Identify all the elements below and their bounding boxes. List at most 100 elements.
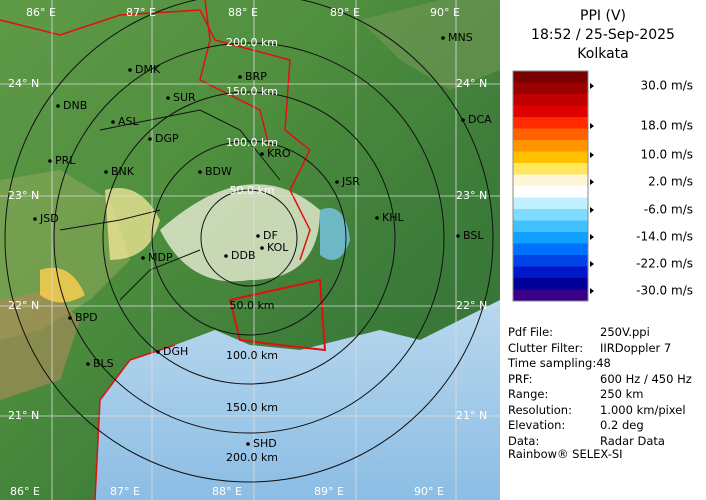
plateau (0, 290, 80, 400)
lon-label: 90° E (430, 6, 460, 19)
color-legend: 30.0 m/s 18.0 m/s 10.0 m/s 2.0 m/s -6.0 m/s -… (512, 70, 693, 302)
legend-arrow (590, 288, 594, 294)
city-label: DGP (155, 132, 179, 145)
city-dot (260, 246, 264, 250)
legend-label: 10.0 m/s (640, 148, 693, 162)
lon-label: 87° E (126, 6, 156, 19)
city-label: DMK (135, 63, 161, 76)
city-dot (128, 68, 132, 72)
city-dot (104, 170, 108, 174)
legend-label: 30.0 m/s (640, 79, 693, 93)
lat-label: 23° N (8, 189, 39, 202)
lon-label: 88° E (212, 485, 242, 498)
city-label: BSL (463, 229, 484, 242)
info-key: Elevation: (508, 418, 566, 432)
city-label: MNS (448, 31, 473, 44)
lon-label: 90° E (414, 485, 444, 498)
ring-label: 50.0 km (229, 299, 274, 312)
info-key: Clutter Filter: (508, 340, 584, 355)
city-label: DDB (231, 249, 256, 262)
city-dot (256, 234, 260, 238)
city-dot (33, 217, 37, 221)
legend-arrow (590, 83, 594, 89)
info-row: Data: Radar Data (508, 434, 692, 450)
city-dot (56, 104, 60, 108)
legend-band (513, 278, 588, 290)
legend-arrow (590, 123, 594, 129)
lon-label: 89° E (314, 485, 344, 498)
city-label: DNB (63, 99, 87, 112)
echo-east (320, 208, 350, 260)
info-row: Resolution: 1.000 km/pixel (508, 403, 692, 419)
radar-map: 86° E 87° E 88° E 89° E 90° E 86° E 87° E 88° E… (0, 0, 500, 500)
legend-band (513, 128, 588, 141)
range-ring (53, 42, 445, 434)
city-label: KHL (382, 211, 404, 224)
city-label: BDW (205, 165, 232, 178)
city-label: DGH (163, 345, 188, 358)
range-ring (200, 189, 298, 287)
info-key: Data: (508, 433, 540, 448)
footer: Rainbow® SELEX-SI (508, 447, 623, 461)
title: PPI (V) (580, 8, 626, 24)
info-value: 0.2 deg (600, 418, 644, 432)
info-value: IIRDoppler 7 (600, 340, 672, 355)
info-value: 250V.ppi (600, 325, 650, 339)
legend-band (513, 209, 588, 221)
legend-band (513, 105, 588, 118)
city-dot (68, 316, 72, 320)
legend-arrow (590, 234, 594, 240)
hills (360, 0, 500, 90)
legend-band (513, 197, 588, 210)
legend-band (513, 266, 588, 279)
city-dot (156, 350, 160, 354)
info-key: Pdf File: (508, 325, 554, 339)
city-label: SHD (253, 437, 277, 450)
legend-arrow (590, 179, 594, 185)
legend-band (513, 174, 588, 187)
lat-label: 24° N (456, 77, 487, 90)
legend-band (513, 82, 588, 95)
city-label: BLS (93, 357, 114, 370)
legend-label: 2.0 m/s (648, 175, 693, 189)
city-dot (260, 152, 264, 156)
legend-band (513, 151, 588, 164)
range-ring (102, 91, 396, 385)
city-label: DF (263, 229, 278, 242)
city-dot (456, 234, 460, 238)
lon-label: 89° E (330, 6, 360, 19)
city-dot (141, 256, 145, 260)
city-label: MDP (148, 251, 173, 264)
legend-label: -30.0 m/s (636, 284, 693, 298)
lat-label: 22° N (8, 299, 39, 312)
lat-label: 22° N (456, 299, 487, 312)
echo-sw (40, 267, 85, 303)
lon-label: 88° E (228, 6, 258, 19)
info-row: Clutter Filter: IIRDoppler 7 (508, 341, 692, 357)
city-label: PRL (55, 154, 76, 167)
legend-band (513, 117, 588, 129)
side-panel: PPI (V) 18:52 / 25-Sep-2025 Kolkata 30.0… (500, 0, 706, 500)
city-dot (238, 75, 242, 79)
echo-near (160, 184, 320, 282)
info-row: Time sampling:48 (508, 356, 692, 372)
city-label: JSD (39, 212, 59, 225)
city-dot (166, 96, 170, 100)
legend-arrow (590, 261, 594, 267)
legend-band (513, 243, 588, 256)
legend-arrow (590, 207, 594, 213)
lat-label: 23° N (456, 189, 487, 202)
time: 18:52 / 25-Sep-2025 (531, 27, 675, 43)
echo-west (105, 188, 160, 260)
legend-band (513, 232, 588, 244)
city-dot (461, 118, 465, 122)
city-label: JSR (341, 175, 360, 188)
city-dot (335, 180, 339, 184)
ring-label: 150.0 km (226, 85, 278, 98)
city-label: BPD (75, 311, 98, 324)
info-key: Time sampling:48 (508, 356, 611, 370)
city-label: ASL (118, 115, 140, 128)
sundarbans-coast (228, 278, 327, 352)
city-label: DCA (468, 113, 492, 126)
